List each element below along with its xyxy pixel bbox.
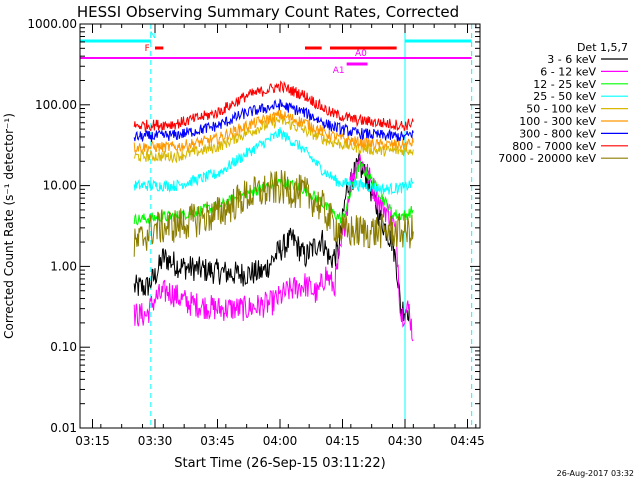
plot-area: NF A0 A1 (79, 24, 473, 428)
legend-label-5: 100 - 300 keV (519, 115, 596, 128)
flag-label-A1: A1 (333, 66, 345, 76)
x-tick-label-0: 03:15 (75, 434, 110, 448)
axes: 0.01 0.10 1.00 10.00 100.00 1000.00 03:15 03:30… (27, 17, 484, 448)
y-axis-label: Corrected Count Rate (s⁻¹ detector⁻¹) (2, 113, 16, 339)
series-line-8 (133, 169, 414, 257)
legend-label-1: 6 - 12 keV (540, 65, 596, 78)
chart-title: HESSI Observing Summary Count Rates, Cor… (77, 3, 459, 21)
legend-label-6: 300 - 800 keV (519, 127, 596, 140)
y-tick-label-1: 0.10 (50, 340, 77, 354)
x-tick-label-2: 03:45 (200, 434, 235, 448)
flag-label-A0: A0 (355, 49, 367, 59)
x-axis-label: Start Time (26-Sep-15 03:11:22) (174, 456, 385, 471)
y-tick-label-5: 1000.00 (27, 17, 77, 31)
flag-label-N: N (150, 31, 157, 41)
legend-title: Det 1,5,7 (577, 41, 628, 54)
x-tick-label-3: 04:00 (263, 434, 298, 448)
series-line-6 (133, 98, 414, 142)
x-tick-label-5: 04:30 (388, 434, 423, 448)
flag-label-F: F (145, 44, 150, 54)
series-line-3 (133, 127, 414, 196)
x-tick-label-1: 03:30 (138, 434, 173, 448)
legend-label-0: 3 - 6 keV (547, 53, 596, 66)
legend-label-8: 7000 - 20000 keV (498, 152, 596, 165)
legend-label-3: 25 - 50 keV (533, 90, 596, 103)
y-tick-label-0: 0.01 (50, 421, 77, 435)
legend-label-2: 12 - 25 keV (533, 78, 596, 91)
x-tick-label-6: 04:45 (450, 434, 485, 448)
y-tick-label-2: 1.00 (50, 259, 77, 273)
y-tick-label-3: 10.00 (43, 179, 77, 193)
x-tick-label-4: 04:15 (325, 434, 360, 448)
footer-date: 26-Aug-2017 03:32 (557, 469, 634, 478)
legend-label-7: 800 - 7000 keV (512, 140, 596, 153)
y-tick-label-4: 100.00 (35, 98, 77, 112)
series-line-7 (133, 80, 414, 133)
legend-label-4: 50 - 100 keV (526, 103, 596, 116)
